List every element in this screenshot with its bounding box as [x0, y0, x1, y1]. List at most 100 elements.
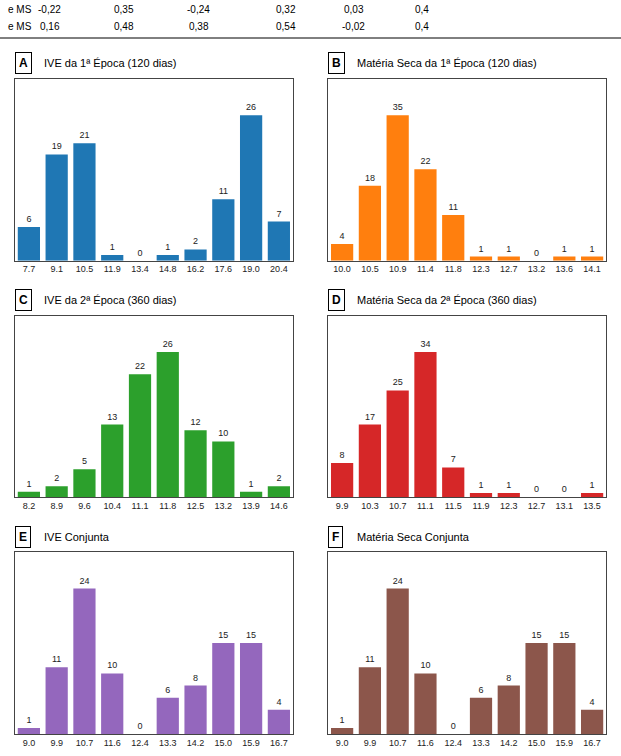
svg-text:1: 1	[506, 480, 511, 490]
svg-text:13.2: 13.2	[528, 264, 546, 274]
svg-text:B: B	[332, 56, 341, 70]
svg-text:1: 1	[340, 715, 345, 725]
svg-text:22: 22	[135, 361, 145, 371]
svg-text:13.6: 13.6	[556, 264, 574, 274]
svg-text:12.5: 12.5	[187, 501, 205, 511]
svg-text:e MS: e MS	[8, 4, 32, 15]
svg-text:10.5: 10.5	[76, 264, 94, 274]
svg-text:4: 4	[590, 697, 595, 707]
svg-text:13.3: 13.3	[159, 738, 177, 748]
svg-text:5: 5	[82, 456, 87, 466]
svg-text:11.4: 11.4	[417, 264, 434, 274]
svg-text:19: 19	[52, 141, 62, 151]
svg-text:10: 10	[420, 660, 430, 670]
svg-text:1: 1	[110, 242, 115, 252]
svg-text:0: 0	[137, 721, 142, 731]
svg-text:24: 24	[79, 576, 89, 586]
svg-text:15.0: 15.0	[528, 738, 546, 748]
svg-text:13.5: 13.5	[583, 501, 601, 511]
svg-text:Matéria Seca da 2ª Época (360: Matéria Seca da 2ª Época (360 dias)	[357, 294, 537, 306]
svg-text:12.3: 12.3	[500, 501, 518, 511]
svg-text:10.9: 10.9	[389, 264, 407, 274]
svg-text:IVE da 1ª Época (120 dias): IVE da 1ª Época (120 dias)	[44, 57, 176, 69]
svg-text:7: 7	[451, 454, 456, 464]
svg-text:2: 2	[193, 236, 198, 246]
svg-text:0,4: 0,4	[415, 4, 429, 15]
svg-text:8: 8	[506, 673, 511, 683]
svg-text:11.5: 11.5	[445, 501, 462, 511]
svg-text:A: A	[19, 56, 28, 70]
svg-text:7: 7	[276, 209, 281, 219]
svg-text:13.9: 13.9	[242, 501, 260, 511]
svg-text:D: D	[332, 293, 341, 307]
svg-text:14.1: 14.1	[583, 264, 601, 274]
svg-text:15: 15	[218, 630, 228, 640]
svg-text:10.0: 10.0	[333, 264, 351, 274]
svg-text:12.4: 12.4	[444, 738, 462, 748]
svg-text:12.7: 12.7	[528, 501, 546, 511]
svg-text:25: 25	[393, 377, 403, 387]
svg-text:14.8: 14.8	[159, 264, 177, 274]
svg-text:19.0: 19.0	[242, 264, 260, 274]
svg-text:1: 1	[562, 244, 567, 254]
svg-text:17.6: 17.6	[215, 264, 233, 274]
svg-text:26: 26	[246, 102, 256, 112]
svg-text:0: 0	[137, 248, 142, 258]
svg-text:0,32: 0,32	[276, 4, 296, 15]
svg-text:14.6: 14.6	[270, 501, 288, 511]
svg-text:E: E	[19, 530, 27, 544]
svg-text:0,16: 0,16	[40, 21, 60, 32]
svg-text:4: 4	[276, 697, 281, 707]
svg-text:1: 1	[26, 715, 31, 725]
svg-text:Matéria Seca da 1ª Época (120: Matéria Seca da 1ª Época (120 dias)	[357, 57, 537, 69]
svg-text:10.5: 10.5	[361, 264, 379, 274]
svg-text:13.1: 13.1	[556, 501, 574, 511]
svg-text:0,03: 0,03	[344, 4, 364, 15]
svg-text:-0,24: -0,24	[187, 4, 210, 15]
svg-text:10.7: 10.7	[389, 501, 407, 511]
svg-text:0: 0	[451, 721, 456, 731]
svg-text:1: 1	[478, 244, 483, 254]
svg-text:20.4: 20.4	[270, 264, 288, 274]
svg-text:10: 10	[218, 428, 228, 438]
svg-text:11: 11	[219, 186, 228, 196]
svg-text:10.3: 10.3	[361, 501, 379, 511]
svg-text:34: 34	[420, 339, 430, 349]
svg-text:1: 1	[590, 244, 595, 254]
svg-text:11.1: 11.1	[417, 501, 434, 511]
svg-text:11.6: 11.6	[417, 738, 434, 748]
svg-text:15.9: 15.9	[556, 738, 574, 748]
svg-text:F: F	[332, 530, 339, 544]
svg-text:21: 21	[79, 130, 89, 140]
svg-text:11.9: 11.9	[104, 264, 121, 274]
svg-text:IVE da 2ª Época (360 dias): IVE da 2ª Época (360 dias)	[44, 294, 176, 306]
svg-text:11: 11	[365, 654, 374, 664]
svg-text:1: 1	[506, 244, 511, 254]
svg-text:11: 11	[52, 654, 61, 664]
svg-text:13.4: 13.4	[131, 264, 149, 274]
svg-text:18: 18	[365, 173, 375, 183]
svg-text:-0,02: -0,02	[342, 21, 365, 32]
svg-text:7.7: 7.7	[23, 264, 36, 274]
svg-text:0,4: 0,4	[415, 21, 429, 32]
svg-text:0: 0	[562, 484, 567, 494]
svg-text:6: 6	[26, 214, 31, 224]
svg-text:9.1: 9.1	[50, 264, 63, 274]
svg-text:e MS: e MS	[8, 21, 32, 32]
svg-text:6: 6	[478, 685, 483, 695]
svg-text:10.7: 10.7	[76, 738, 94, 748]
svg-text:10: 10	[107, 660, 117, 670]
svg-text:-0,22: -0,22	[38, 4, 61, 15]
svg-text:9.0: 9.0	[23, 738, 36, 748]
svg-text:15: 15	[246, 630, 256, 640]
svg-text:17: 17	[365, 412, 375, 422]
svg-text:1: 1	[165, 242, 170, 252]
svg-text:22: 22	[420, 156, 430, 166]
svg-text:15: 15	[559, 630, 569, 640]
svg-text:9.6: 9.6	[78, 501, 91, 511]
svg-text:1: 1	[478, 480, 483, 490]
svg-text:6: 6	[165, 685, 170, 695]
svg-text:0: 0	[534, 248, 539, 258]
svg-text:8: 8	[340, 450, 345, 460]
svg-text:11.6: 11.6	[104, 738, 121, 748]
